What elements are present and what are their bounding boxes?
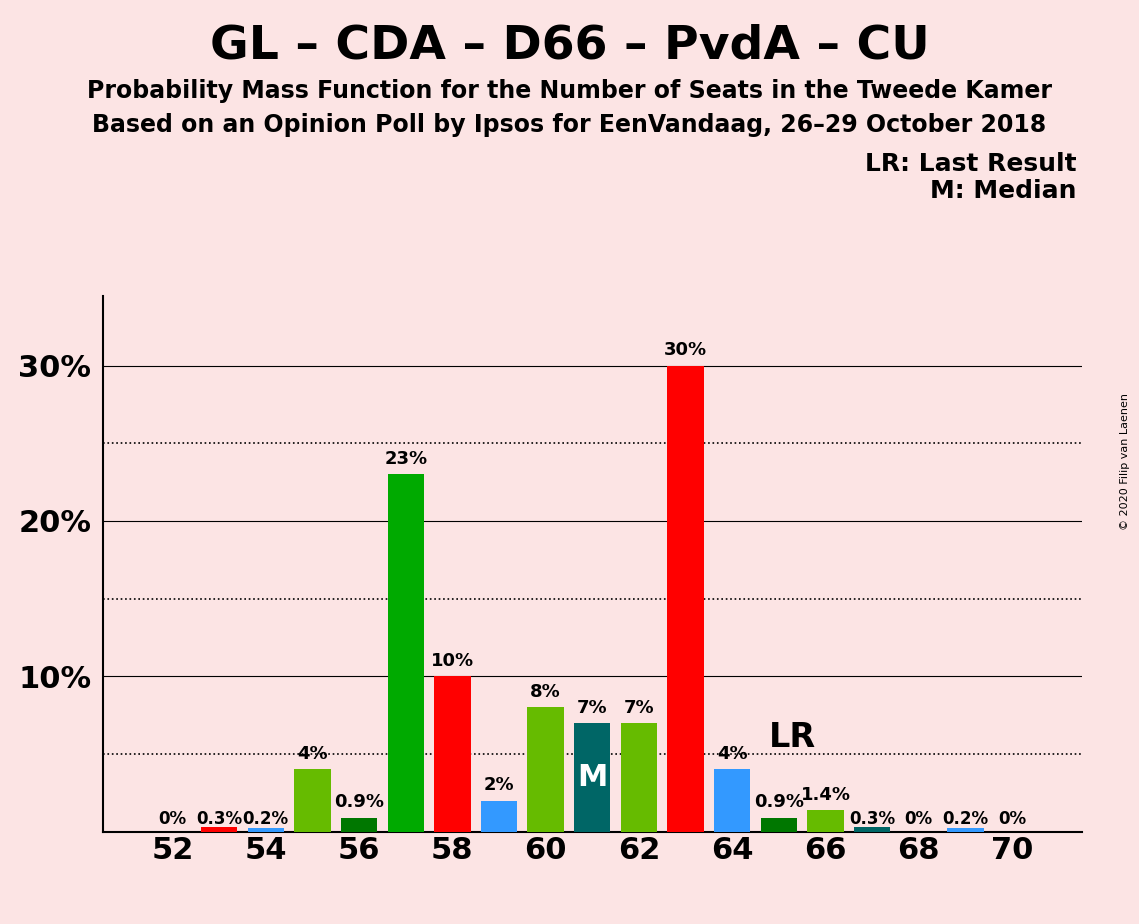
Text: 4%: 4% [716,746,747,763]
Text: 0%: 0% [904,810,933,829]
Text: 0%: 0% [998,810,1026,829]
Text: 2%: 2% [484,776,515,795]
Text: © 2020 Filip van Laenen: © 2020 Filip van Laenen [1120,394,1130,530]
Bar [808,809,844,832]
Text: 0.3%: 0.3% [849,810,895,829]
Text: 30%: 30% [664,341,707,359]
Text: 7%: 7% [624,699,654,717]
Bar [387,474,424,832]
Text: 0.9%: 0.9% [754,794,804,811]
Text: 4%: 4% [297,746,328,763]
Text: M: Median: M: Median [929,179,1076,203]
Bar [574,723,611,832]
Bar [247,829,284,832]
Bar [294,770,330,832]
Text: 0.9%: 0.9% [334,794,384,811]
Text: M: M [577,762,607,792]
Text: 1.4%: 1.4% [801,785,851,804]
Text: 8%: 8% [531,683,562,701]
Text: 0%: 0% [158,810,187,829]
Text: 10%: 10% [431,652,474,670]
Bar [527,708,564,832]
Bar [341,818,377,832]
Bar [948,829,984,832]
Bar [621,723,657,832]
Text: 0.2%: 0.2% [942,810,989,829]
Text: LR: Last Result: LR: Last Result [865,152,1076,176]
Bar [854,827,891,832]
Text: Probability Mass Function for the Number of Seats in the Tweede Kamer: Probability Mass Function for the Number… [87,79,1052,103]
Bar [434,676,470,832]
Bar [200,827,237,832]
Bar [714,770,751,832]
Text: Based on an Opinion Poll by Ipsos for EenVandaag, 26–29 October 2018: Based on an Opinion Poll by Ipsos for Ee… [92,113,1047,137]
Bar [761,818,797,832]
Text: 7%: 7% [577,699,607,717]
Bar [481,800,517,832]
Text: GL – CDA – D66 – PvdA – CU: GL – CDA – D66 – PvdA – CU [210,23,929,68]
Text: 0.3%: 0.3% [196,810,243,829]
Text: 0.2%: 0.2% [243,810,289,829]
Text: 23%: 23% [384,450,427,468]
Text: LR: LR [769,721,817,754]
Bar [667,366,704,832]
